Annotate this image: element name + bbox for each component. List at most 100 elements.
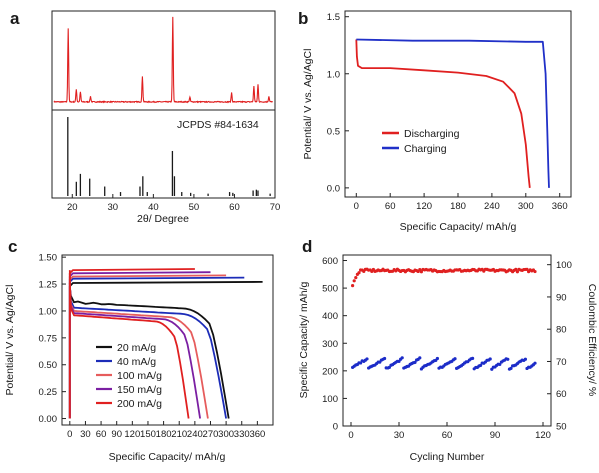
capacity-point xyxy=(506,357,510,361)
panel-d-ytick-label: 600 xyxy=(322,256,338,267)
panel-b: b 0 60 120 180 240 300 360 0.0 0.5 1.0 1.5 Potenti… xyxy=(298,9,572,233)
legend-label-charging: Charging xyxy=(404,143,447,155)
panel-a-annotation: JCPDS #84-1634 xyxy=(177,119,259,131)
panel-b-xtick-label: 300 xyxy=(518,201,534,212)
panel-d-letter: d xyxy=(302,237,312,256)
legend-label-20: 20 mA/g xyxy=(117,342,156,354)
panel-d-right-ytick-label: 100 xyxy=(556,260,572,271)
panel-c-xtick-label: 120 xyxy=(124,429,140,440)
panel-c-xlabel: Specific Capacity/ mAh/g xyxy=(109,451,226,463)
panel-d-right-ytick-label: 90 xyxy=(556,292,567,303)
panel-c-xtick-label: 180 xyxy=(156,429,172,440)
panel-c-xtick-label: 240 xyxy=(187,429,203,440)
panel-c-ytick-label: 1.25 xyxy=(39,280,58,291)
panel-a-xtick-label: 20 xyxy=(67,202,78,213)
panel-d-xtick-label: 0 xyxy=(348,430,353,441)
panel-d-ylabel-right: Coulombic Efficiency/ % xyxy=(586,284,598,396)
panel-a-xtick-label: 30 xyxy=(108,202,119,213)
legend-label-40: 40 mA/g xyxy=(117,356,156,368)
capacity-point xyxy=(471,356,475,360)
efficiency-point xyxy=(351,284,355,288)
panel-d-ytick-label: 500 xyxy=(322,284,338,295)
panel-a-xtick-label: 40 xyxy=(148,202,159,213)
panel-c-ytick-label: 1.50 xyxy=(39,253,58,264)
capacity-point xyxy=(479,363,483,368)
panel-a-xlabel: 2θ/ Degree xyxy=(137,213,189,225)
panel-b-frame xyxy=(344,10,572,198)
panel-a-xtick-label: 70 xyxy=(270,202,281,213)
capacity-point xyxy=(509,366,513,370)
panel-d-frame xyxy=(342,254,552,427)
panel-c-ytick-label: 0.25 xyxy=(39,387,58,398)
panel-d-right-ytick-label: 50 xyxy=(556,422,567,433)
capacity-point xyxy=(383,356,387,361)
capacity-point xyxy=(418,356,422,360)
panel-d-right-ytick-label: 60 xyxy=(556,389,567,400)
panel-d-xlabel: Cycling Number xyxy=(410,451,485,463)
panel-d-right-ytick-label: 70 xyxy=(556,357,567,368)
panel-c-ytick-label: 0.50 xyxy=(39,360,58,371)
panel-c-xtick-label: 30 xyxy=(80,429,91,440)
panel-c-discharge-curve xyxy=(68,278,227,419)
capacity-point xyxy=(413,360,417,365)
panel-c-discharge-curve xyxy=(68,282,230,419)
efficiency-point xyxy=(352,279,356,283)
panel-c-xtick-label: 150 xyxy=(140,429,156,440)
panel-c-letter: c xyxy=(8,237,17,256)
panel-d: d 0 30 60 90 120 0 100 200 300 400 500 600 50 60 70 80 9… xyxy=(298,237,598,463)
panel-a-xtick-label: 60 xyxy=(229,202,240,213)
capacity-point xyxy=(400,356,404,360)
panel-c-charge-curve xyxy=(68,281,263,419)
efficiency-point xyxy=(354,275,358,280)
panel-d-ytick-label: 100 xyxy=(322,394,338,405)
panel-b-letter: b xyxy=(298,9,308,28)
panel-a: a 20 30 40 50 60 70 JCPDS #84-1634 2θ/ Degree xyxy=(10,9,280,225)
panel-b-xtick-label: 360 xyxy=(552,201,568,212)
panel-c-xtick-label: 0 xyxy=(67,429,72,440)
panel-d-ytick-label: 300 xyxy=(322,339,338,350)
panel-b-ytick-label: 1.5 xyxy=(327,12,340,23)
panel-d-xtick-label: 30 xyxy=(394,430,405,441)
legend-label-discharging: Discharging xyxy=(404,128,460,140)
panel-c-ytick-label: 0.75 xyxy=(39,333,58,344)
panel-d-ytick-label: 200 xyxy=(322,366,338,377)
panel-c-ytick-label: 0.00 xyxy=(39,414,58,425)
panel-c-xtick-label: 90 xyxy=(111,429,122,440)
efficiency-point xyxy=(514,267,518,271)
legend-label-150: 150 mA/g xyxy=(117,384,162,396)
panel-d-ytick-label: 0 xyxy=(333,422,338,433)
panel-b-xtick-label: 60 xyxy=(385,201,396,212)
capacity-point xyxy=(533,361,537,365)
panel-c-xtick-label: 330 xyxy=(234,429,250,440)
panel-c-xtick-label: 60 xyxy=(96,429,107,440)
panel-c-xtick-label: 300 xyxy=(218,429,234,440)
panel-b-xtick-label: 240 xyxy=(484,201,500,212)
efficiency-point xyxy=(525,267,529,272)
panel-b-ytick-label: 0.0 xyxy=(327,183,340,194)
capacity-point xyxy=(365,357,369,361)
panel-c-discharge-curve xyxy=(68,273,201,419)
panel-c-discharge-curve xyxy=(68,270,190,419)
panel-b-legend: Discharging Charging xyxy=(382,128,460,155)
panel-d-xtick-label: 60 xyxy=(442,430,453,441)
panel-c-charge-curve xyxy=(68,268,195,419)
legend-label-100: 100 mA/g xyxy=(117,370,162,382)
panel-b-ytick-label: 1.0 xyxy=(327,69,340,80)
panel-a-frame xyxy=(51,10,276,199)
capacity-point xyxy=(488,357,492,361)
panel-c-ylabel: Potential/ V vs. Ag/AgCl xyxy=(4,285,16,396)
panel-b-curve-discharging xyxy=(355,39,531,188)
panel-b-curve-charging xyxy=(356,38,550,188)
efficiency-point xyxy=(533,269,537,274)
panel-a-xtick-label: 50 xyxy=(189,202,200,213)
panel-c-xtick-label: 360 xyxy=(249,429,265,440)
legend-label-200: 200 mA/g xyxy=(117,398,162,410)
panel-b-xtick-label: 180 xyxy=(450,201,466,212)
panel-d-ytick-label: 400 xyxy=(322,311,338,322)
capacity-point xyxy=(435,356,439,361)
panel-b-xlabel: Specific Capacity/ mAh/g xyxy=(400,221,517,233)
panel-d-xtick-label: 90 xyxy=(490,430,501,441)
panel-b-xtick-label: 120 xyxy=(416,201,432,212)
panel-d-ylabel: Specific Capacity/ mAh/g xyxy=(298,281,310,398)
